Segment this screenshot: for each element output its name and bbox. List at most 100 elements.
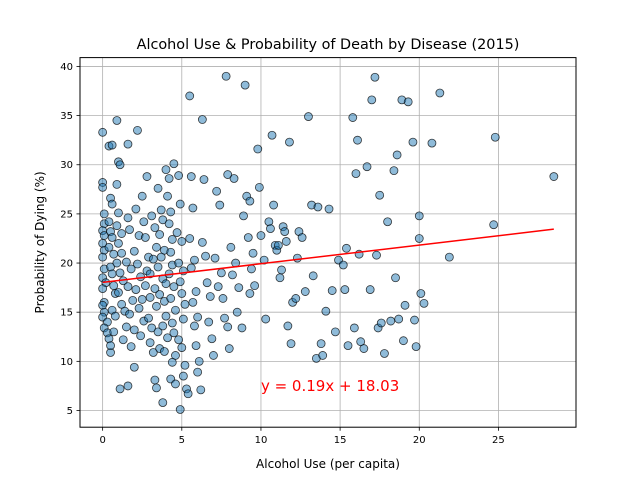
scatter-point bbox=[216, 268, 226, 278]
scatter-point bbox=[164, 174, 174, 183]
scatter-point bbox=[391, 273, 400, 283]
scatter-point bbox=[152, 383, 161, 393]
scatter-point bbox=[267, 130, 277, 140]
scatter-point bbox=[353, 135, 362, 145]
scatter-point bbox=[121, 322, 131, 332]
scatter-point bbox=[126, 342, 136, 351]
scatter-point bbox=[194, 356, 204, 366]
scatter-point bbox=[266, 224, 275, 234]
scatter-point bbox=[427, 138, 437, 148]
scatter-point bbox=[316, 339, 326, 349]
scatter-point bbox=[136, 331, 146, 341]
scatter-point bbox=[199, 175, 209, 184]
y-tick-label: 30 bbox=[60, 160, 73, 171]
scatter-point bbox=[153, 262, 163, 272]
scatter-point bbox=[416, 289, 426, 298]
chart-title: Alcohol Use & Probability of Death by Di… bbox=[137, 37, 520, 53]
scatter-point bbox=[338, 260, 348, 270]
scatter-point bbox=[112, 221, 122, 231]
scatter-point bbox=[137, 191, 147, 201]
scatter-point bbox=[210, 253, 220, 263]
regression-line bbox=[102, 228, 554, 284]
scatter-point bbox=[161, 165, 171, 175]
scatter-point bbox=[324, 204, 334, 214]
scatter-point bbox=[190, 321, 199, 331]
scatter-point bbox=[98, 284, 108, 294]
scatter-point bbox=[169, 159, 179, 169]
y-tick-label: 40 bbox=[60, 62, 73, 73]
axis-ticks: 0 5 10 15 20 25 5 10 15 20 25 30 35 40 bbox=[60, 62, 505, 446]
scatter-point bbox=[213, 282, 223, 292]
scatter-point bbox=[275, 273, 285, 283]
scatter-point bbox=[197, 237, 207, 247]
scatter-point bbox=[161, 279, 171, 289]
scatter-point bbox=[171, 379, 180, 389]
scatter-point bbox=[408, 137, 418, 147]
scatter-point bbox=[118, 335, 128, 345]
scatter-point bbox=[123, 213, 133, 223]
scatter-point bbox=[218, 294, 228, 303]
scatter-point bbox=[362, 162, 372, 172]
y-tick-label: 15 bbox=[60, 308, 73, 319]
y-axis-label: Probability of Dying (%) bbox=[33, 171, 47, 313]
scatter-point bbox=[99, 209, 109, 219]
scatter-point bbox=[490, 132, 500, 142]
scatter-point bbox=[172, 228, 182, 237]
scatter-point bbox=[245, 196, 255, 206]
scatter-point bbox=[148, 254, 158, 264]
scatter-point bbox=[386, 316, 396, 326]
scatter-point bbox=[163, 191, 172, 201]
scatter-point bbox=[175, 277, 185, 287]
scatter-point bbox=[190, 255, 199, 265]
scatter-point bbox=[177, 289, 187, 298]
scatter-point bbox=[204, 317, 214, 327]
scatter-point bbox=[167, 357, 177, 367]
scatter-point bbox=[133, 259, 142, 269]
x-tick-label: 25 bbox=[492, 435, 505, 446]
scatter-point bbox=[343, 341, 353, 351]
scatter-point bbox=[367, 95, 377, 105]
scatter-point bbox=[155, 230, 165, 239]
scatter-point bbox=[392, 150, 402, 160]
scatter-point bbox=[112, 258, 122, 268]
scatter-point bbox=[261, 314, 271, 324]
scatter-point bbox=[340, 285, 350, 294]
scatter-point bbox=[256, 231, 266, 240]
scatter-point bbox=[115, 384, 125, 394]
x-tick-label: 15 bbox=[334, 435, 347, 446]
scatter-point bbox=[237, 323, 247, 333]
scatter-point bbox=[104, 217, 114, 227]
axes-frame bbox=[79, 57, 577, 428]
scatter-point bbox=[300, 287, 310, 296]
scatter-point bbox=[281, 237, 291, 246]
scatter-point bbox=[359, 344, 369, 353]
scatter-point bbox=[167, 235, 177, 244]
scatter-point bbox=[112, 180, 122, 189]
scatter-point bbox=[152, 301, 161, 311]
scatter-point bbox=[224, 344, 234, 353]
scatter-point bbox=[228, 270, 237, 280]
scatter-point bbox=[186, 172, 196, 181]
scatter-point bbox=[147, 211, 157, 221]
scatter-point bbox=[104, 242, 114, 252]
scatter-point bbox=[153, 183, 163, 193]
scatter-point bbox=[342, 243, 351, 253]
scatter-point bbox=[330, 327, 340, 337]
scatter-point bbox=[175, 405, 185, 414]
scatter-point bbox=[166, 247, 176, 257]
scatter-point bbox=[489, 220, 499, 230]
scatter-point bbox=[185, 234, 195, 243]
scatter-point bbox=[435, 88, 445, 98]
scatter-point bbox=[109, 249, 119, 259]
scatter-point bbox=[131, 204, 141, 214]
y-tick-label: 20 bbox=[60, 259, 73, 270]
scatter-point bbox=[150, 375, 160, 385]
scatter-point bbox=[318, 351, 328, 360]
scatter-point bbox=[177, 237, 187, 246]
scatter-point bbox=[175, 199, 185, 209]
scatter-point bbox=[153, 327, 163, 337]
scatter-point bbox=[394, 314, 404, 324]
scatter-point bbox=[107, 199, 117, 209]
scatter-point bbox=[239, 211, 248, 221]
